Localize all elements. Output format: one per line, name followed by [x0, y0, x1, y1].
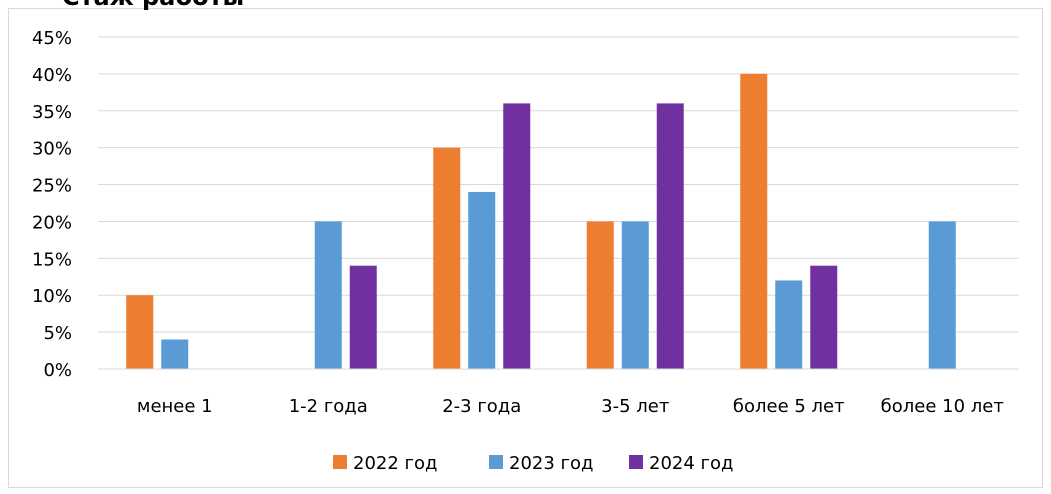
y-tick-label: 35% — [32, 102, 72, 123]
x-axis: менее 1 1-2 года 2-3 года 3-5 лет более 5 ле… — [98, 368, 1019, 417]
bar — [621, 221, 649, 369]
bar — [349, 265, 377, 369]
bar — [775, 280, 803, 369]
bar — [586, 221, 614, 369]
y-tick-label: 0% — [43, 360, 72, 381]
x-tick-label: менее 1 — [137, 396, 213, 417]
bar — [468, 191, 496, 369]
x-tick-label: 1-2 года — [289, 396, 368, 417]
y-tick-label: 20% — [32, 212, 72, 233]
gridlines — [98, 36, 1019, 370]
legend-label: 2023 год — [509, 453, 593, 474]
bar — [740, 73, 768, 369]
y-tick-label: 30% — [32, 139, 72, 160]
bar — [810, 265, 838, 369]
bar — [503, 103, 531, 370]
legend-swatch — [629, 455, 643, 469]
x-tick-label: более 10 лет — [881, 396, 1004, 417]
legend-swatch — [489, 455, 503, 469]
legend: 2022 год 2023 год 2024 год — [333, 453, 733, 474]
bar — [161, 339, 189, 369]
legend-label: 2024 год — [649, 453, 733, 474]
y-axis: 0% 5% 10% 15% 20% 25% 30% 35% 40% 45% — [32, 28, 72, 381]
bar — [314, 221, 342, 369]
y-tick-label: 15% — [32, 249, 72, 270]
x-tick-label: 3-5 лет — [601, 396, 669, 417]
x-tick-label: 2-3 года — [442, 396, 521, 417]
y-tick-label: 45% — [32, 28, 72, 49]
y-tick-label: 5% — [43, 323, 72, 344]
bar — [126, 295, 154, 369]
chart-title: Стаж работы — [62, 0, 244, 11]
y-tick-label: 40% — [32, 65, 72, 86]
y-tick-label: 25% — [32, 176, 72, 197]
bar — [433, 147, 461, 369]
bar — [656, 103, 684, 370]
bar — [928, 221, 956, 369]
x-tick-label: более 5 лет — [733, 396, 845, 417]
legend-swatch — [333, 455, 347, 469]
legend-label: 2022 год — [353, 453, 437, 474]
bars — [126, 73, 956, 370]
y-tick-label: 10% — [32, 286, 72, 307]
